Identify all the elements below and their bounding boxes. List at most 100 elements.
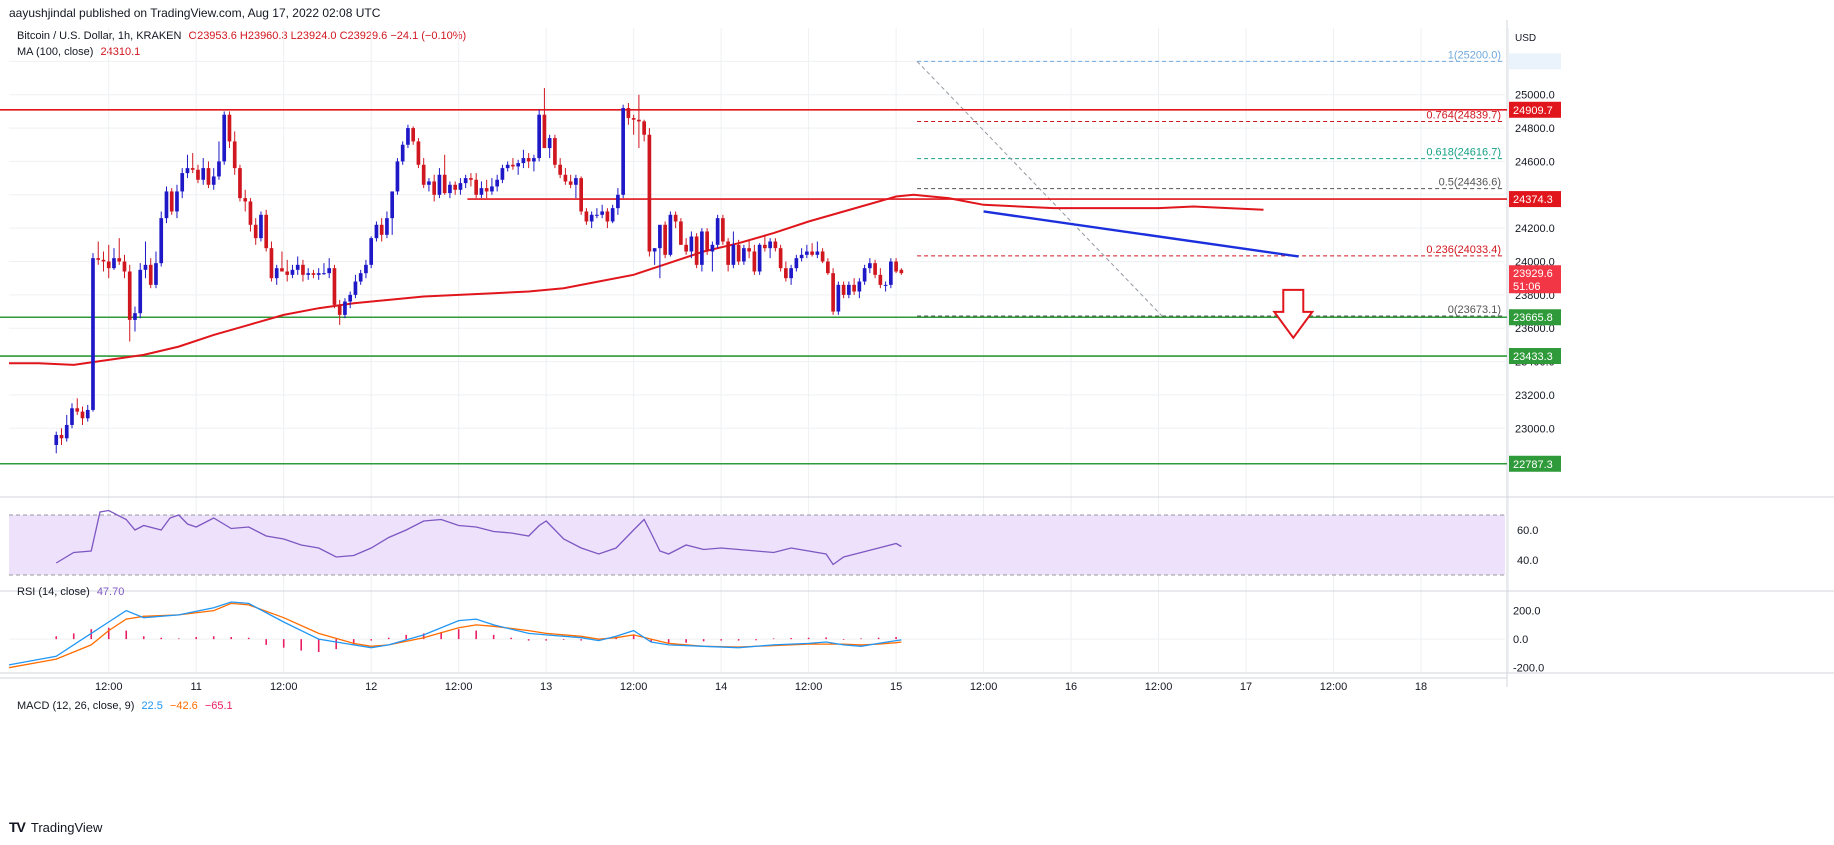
- bear-candle: [190, 168, 195, 170]
- bull-candle: [768, 241, 772, 249]
- fib-level-label: 0.5(24436.6): [1439, 177, 1501, 189]
- bear-candle: [841, 284, 846, 295]
- bull-candle: [348, 294, 353, 302]
- bear-candle: [301, 264, 305, 275]
- bear-candle: [647, 134, 652, 252]
- symbol-label[interactable]: Bitcoin / U.S. Dollar, 1h, KRAKEN: [17, 30, 182, 42]
- bear-candle: [248, 201, 253, 225]
- bull-candle: [437, 174, 442, 195]
- bull-candle: [175, 191, 179, 212]
- bear-candle: [442, 174, 447, 194]
- time-tick-label: 18: [1415, 681, 1427, 693]
- bear-candle: [558, 164, 562, 175]
- bull-candle: [154, 263, 158, 285]
- bull-candle: [532, 158, 536, 162]
- bear-candle: [810, 251, 814, 255]
- support-price-badge-label: 23665.8: [1513, 312, 1553, 324]
- price-tick-label: 25000.0: [1515, 90, 1555, 102]
- bear-candle: [526, 158, 531, 162]
- bull-candle: [400, 144, 405, 162]
- price-tick-label: 24600.0: [1515, 156, 1555, 168]
- bull-candle: [185, 168, 190, 174]
- macd-signal-value: −42.6: [169, 700, 198, 712]
- bull-candle: [343, 301, 347, 315]
- macd-label[interactable]: MACD (12, 26, close, 9): [17, 700, 135, 712]
- bull-candle: [500, 168, 505, 180]
- ma100-line: [9, 193, 1264, 366]
- bull-candle: [180, 173, 185, 192]
- bear-candle: [59, 434, 64, 439]
- fib-level-label: 0(23673.1): [1448, 304, 1501, 316]
- time-tick-label: 12:00: [95, 681, 123, 693]
- bear-candle: [563, 174, 568, 182]
- ma-label[interactable]: MA (100, close): [17, 46, 94, 58]
- bull-candle: [133, 313, 137, 320]
- macd-tick-label: 0.0: [1513, 634, 1528, 646]
- bull-candle: [91, 258, 95, 410]
- time-tick-label: 14: [715, 681, 727, 693]
- bear-candle: [694, 236, 699, 265]
- bull-candle: [201, 168, 206, 180]
- fib-one-badge: [1509, 53, 1561, 70]
- bull-candle: [374, 224, 379, 239]
- price-tick-label: 23600.0: [1515, 323, 1555, 335]
- bear-candle: [579, 178, 583, 212]
- support-price-badge-label: 22787.3: [1513, 459, 1553, 471]
- bull-candle: [274, 268, 279, 279]
- bear-candle: [484, 188, 489, 192]
- rsi-label[interactable]: RSI (14, close): [17, 586, 90, 598]
- bull-candle: [857, 281, 862, 292]
- bear-candle: [127, 271, 132, 320]
- bear-candle: [469, 178, 473, 180]
- ma-legend: MA (100, close) 24310.1: [17, 45, 144, 59]
- bull-candle: [369, 238, 374, 265]
- bear-candle: [238, 168, 242, 199]
- bull-candle: [395, 161, 400, 192]
- bear-candle: [206, 168, 211, 185]
- price-tick-label: 23000.0: [1515, 423, 1555, 435]
- rsi-band: [9, 515, 1505, 575]
- fib-level-label: 0.236(24033.4): [1426, 244, 1501, 256]
- bear-candle: [269, 248, 274, 279]
- bull-candle: [616, 194, 620, 209]
- bull-candle: [306, 273, 311, 275]
- bear-candle: [673, 214, 678, 222]
- bull-candle: [621, 108, 625, 195]
- bear-candle: [899, 269, 904, 274]
- last-price-badge: [1509, 265, 1561, 294]
- ma-value: 24310.1: [100, 46, 141, 58]
- macd-tick-label: 200.0: [1513, 606, 1541, 618]
- bull-candle: [815, 251, 820, 255]
- bear-candle: [332, 268, 337, 305]
- bull-candle: [85, 409, 90, 419]
- rsi-legend: RSI (14, close) 47.70: [17, 585, 128, 599]
- bear-candle: [227, 114, 232, 142]
- support-price-badge-label: 23433.3: [1513, 351, 1553, 363]
- bull-candle: [595, 214, 599, 216]
- bear-candle: [831, 273, 835, 312]
- bear-candle: [637, 119, 641, 122]
- bull-candle: [406, 128, 410, 145]
- bull-candle: [70, 408, 74, 425]
- bull-candle: [164, 191, 169, 219]
- bear-candle: [773, 241, 778, 249]
- bull-candle: [358, 273, 363, 282]
- bear-candle: [605, 211, 610, 222]
- bull-candle: [537, 114, 541, 159]
- bear-candle: [96, 258, 101, 260]
- macd-line: [8, 601, 902, 666]
- last-price-badge-countdown: 51:06: [1513, 281, 1541, 293]
- support-price-badge: [1509, 455, 1561, 472]
- bull-candle: [427, 181, 431, 185]
- bear-candle: [75, 408, 80, 412]
- rsi-tick-label: 40.0: [1517, 555, 1538, 567]
- bear-candle: [264, 214, 269, 249]
- support-price-badge: [1509, 309, 1561, 326]
- macd-signal-line: [8, 602, 902, 669]
- bull-candle: [159, 218, 164, 264]
- tradingview-logo[interactable]: TV TradingView: [9, 819, 102, 835]
- time-tick-label: 16: [1065, 681, 1077, 693]
- bull-candle: [805, 251, 809, 255]
- bull-candle: [847, 284, 851, 295]
